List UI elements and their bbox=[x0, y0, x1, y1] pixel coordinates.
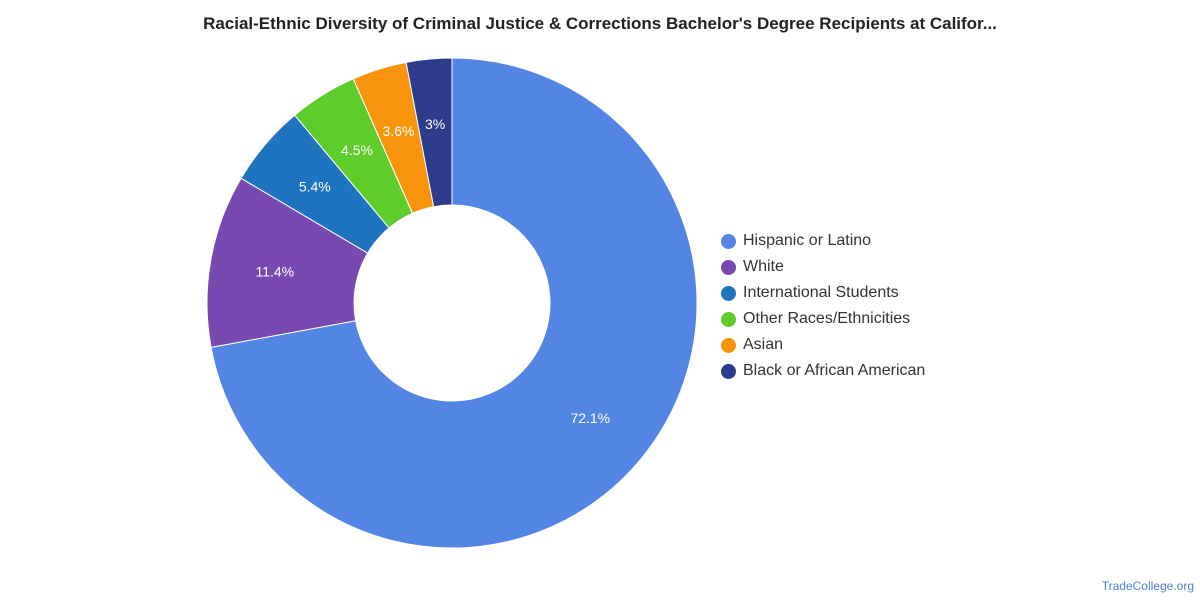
legend-item-asian[interactable]: Asian bbox=[721, 332, 925, 358]
legend-label: White bbox=[743, 258, 784, 275]
legend-label: Asian bbox=[743, 336, 784, 353]
legend-swatch bbox=[721, 285, 736, 301]
legend-item-black-or-african-american[interactable]: Black or African American bbox=[721, 358, 925, 384]
legend-item-international-students[interactable]: International Students bbox=[721, 280, 925, 306]
slice-label-international-students: 5.4% bbox=[299, 179, 331, 195]
source-credit[interactable]: TradeCollege.org bbox=[1101, 579, 1194, 593]
donut-slice-labels: 72.1% 11.4% 5.4% 4.5% 3.6% 3% bbox=[255, 116, 610, 426]
slice-black-or-african-american[interactable] bbox=[405, 57, 453, 208]
legend-swatch bbox=[721, 311, 736, 327]
chart-title: Racial-Ethnic Diversity of Criminal Just… bbox=[203, 14, 997, 33]
legend: Hispanic or Latino White International Stu… bbox=[721, 228, 925, 384]
legend-item-other-races-ethnicities[interactable]: Other Races/Ethnicities bbox=[721, 306, 925, 332]
legend-swatch bbox=[721, 363, 736, 379]
slice-label-black-or-african-american: 3% bbox=[425, 116, 445, 132]
legend-swatch bbox=[721, 259, 736, 275]
slice-label-white: 11.4% bbox=[255, 264, 294, 280]
slice-hispanic-or-latino[interactable] bbox=[210, 57, 698, 549]
slice-label-other-races-ethnicities: 4.5% bbox=[341, 142, 373, 158]
slice-white[interactable] bbox=[206, 177, 369, 348]
legend-label: Hispanic or Latino bbox=[743, 232, 872, 249]
legend-label: Black or African American bbox=[743, 362, 926, 379]
donut-slices bbox=[206, 57, 698, 549]
slice-label-hispanic-or-latino: 72.1% bbox=[570, 410, 610, 426]
slice-label-asian: 3.6% bbox=[383, 123, 415, 139]
legend-label: Other Races/Ethnicities bbox=[743, 310, 911, 327]
legend-item-white[interactable]: White bbox=[721, 254, 925, 280]
legend-label: International Students bbox=[743, 284, 899, 301]
legend-item-hispanic-or-latino[interactable]: Hispanic or Latino bbox=[721, 228, 925, 254]
legend-swatch bbox=[721, 233, 736, 249]
legend-swatch bbox=[721, 337, 736, 353]
